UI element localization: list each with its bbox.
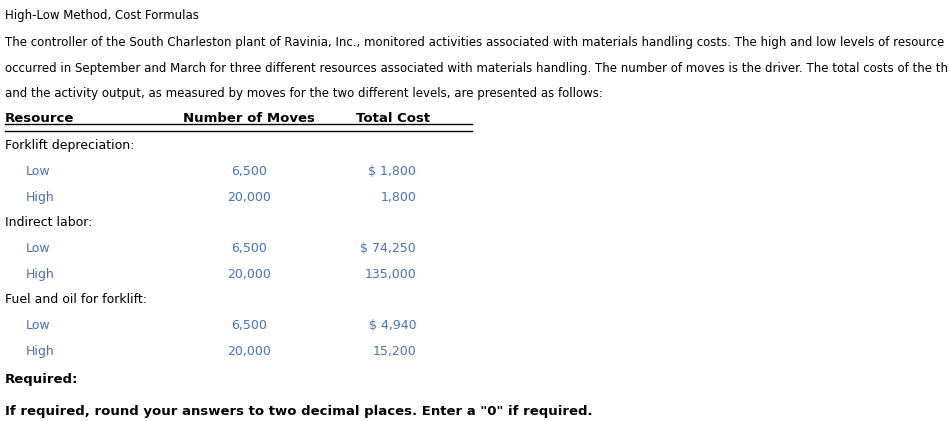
Text: 6,500: 6,500 bbox=[232, 165, 267, 178]
Text: $ 74,250: $ 74,250 bbox=[361, 242, 417, 255]
Text: Required:: Required: bbox=[6, 373, 79, 386]
Text: 20,000: 20,000 bbox=[227, 345, 271, 357]
Text: If required, round your answers to two decimal places. Enter a "0" if required.: If required, round your answers to two d… bbox=[6, 405, 593, 418]
Text: $ 4,940: $ 4,940 bbox=[368, 319, 417, 332]
Text: Total Cost: Total Cost bbox=[356, 112, 430, 125]
Text: 1,800: 1,800 bbox=[381, 191, 417, 204]
Text: and the activity output, as measured by moves for the two different levels, are : and the activity output, as measured by … bbox=[6, 87, 604, 100]
Text: Low: Low bbox=[27, 242, 51, 255]
Text: 6,500: 6,500 bbox=[232, 319, 267, 332]
Text: 20,000: 20,000 bbox=[227, 268, 271, 281]
Text: 20,000: 20,000 bbox=[227, 191, 271, 204]
Text: High: High bbox=[27, 191, 55, 204]
Text: Fuel and oil for forklift:: Fuel and oil for forklift: bbox=[6, 293, 147, 306]
Text: High: High bbox=[27, 268, 55, 281]
Text: Forklift depreciation:: Forklift depreciation: bbox=[6, 139, 135, 152]
Text: Number of Moves: Number of Moves bbox=[183, 112, 315, 125]
Text: High-Low Method, Cost Formulas: High-Low Method, Cost Formulas bbox=[6, 9, 199, 22]
Text: 15,200: 15,200 bbox=[372, 345, 417, 357]
Text: Indirect labor:: Indirect labor: bbox=[6, 216, 93, 229]
Text: occurred in September and March for three different resources associated with ma: occurred in September and March for thre… bbox=[6, 61, 949, 75]
Text: 135,000: 135,000 bbox=[364, 268, 417, 281]
Text: Resource: Resource bbox=[6, 112, 75, 125]
Text: $ 1,800: $ 1,800 bbox=[368, 165, 417, 178]
Text: Low: Low bbox=[27, 319, 51, 332]
Text: The controller of the South Charleston plant of Ravinia, Inc., monitored activit: The controller of the South Charleston p… bbox=[6, 36, 949, 49]
Text: High: High bbox=[27, 345, 55, 357]
Text: Low: Low bbox=[27, 165, 51, 178]
Text: 6,500: 6,500 bbox=[232, 242, 267, 255]
